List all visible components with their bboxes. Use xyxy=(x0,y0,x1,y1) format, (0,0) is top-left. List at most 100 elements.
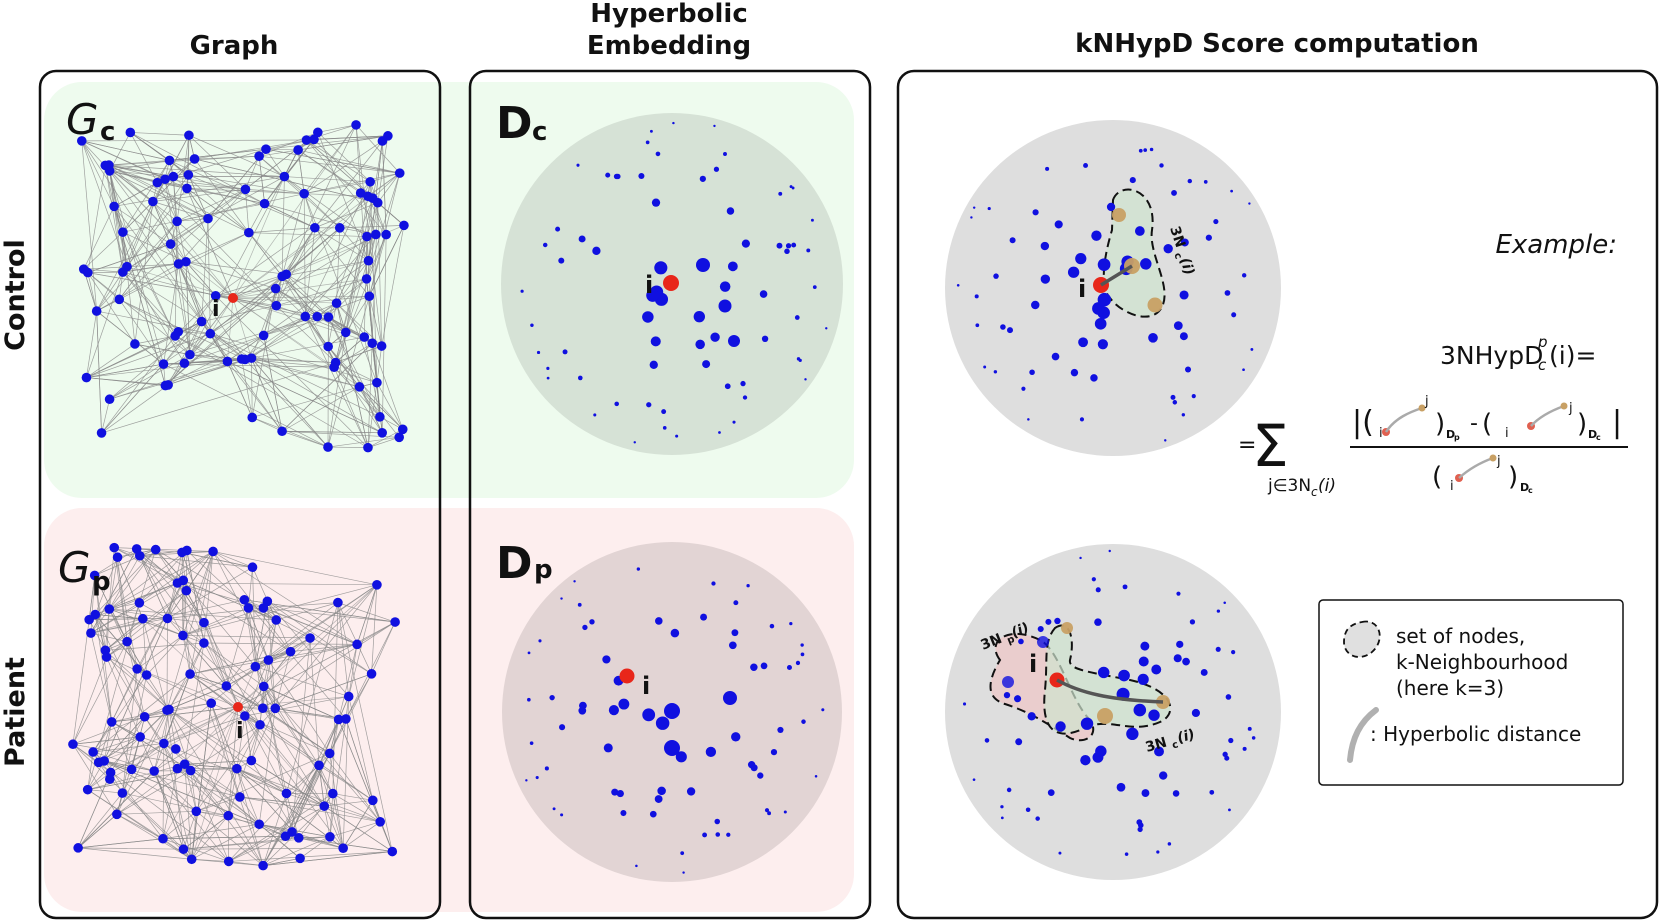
disk-node xyxy=(558,257,565,264)
graph-edge xyxy=(118,299,164,365)
dc-node-i-label: i xyxy=(645,271,653,299)
graph-edge xyxy=(103,618,168,762)
graph-node xyxy=(68,739,78,750)
disk-node xyxy=(699,175,706,182)
graph-edge xyxy=(366,202,379,237)
graph-edge xyxy=(139,549,157,603)
formula-lhs: 3NHypD p c (i)= xyxy=(1440,333,1596,374)
graph-node xyxy=(158,359,169,369)
graph-edge xyxy=(244,715,344,849)
disk-node xyxy=(726,207,735,215)
graph-node xyxy=(359,332,370,342)
graph-edge xyxy=(186,550,249,609)
graph-node xyxy=(341,714,351,724)
graph-edge xyxy=(182,635,264,866)
graph-edge xyxy=(276,602,339,621)
graph-edge xyxy=(185,261,276,289)
graph-node xyxy=(258,703,268,713)
graph-edge xyxy=(109,170,234,299)
graph-edge xyxy=(77,770,155,849)
graph-node xyxy=(309,134,319,145)
graph-edge xyxy=(275,673,372,709)
graph-edge xyxy=(226,607,249,687)
graph-edge xyxy=(94,614,145,717)
graph-edge xyxy=(239,796,260,825)
graph-node xyxy=(279,171,290,182)
graph-edge xyxy=(212,551,291,652)
num-dp: D xyxy=(1446,428,1455,441)
graph-edge xyxy=(370,172,400,183)
graph-edge xyxy=(191,703,212,860)
paren-close-2: ) xyxy=(1577,409,1587,439)
graph-edge xyxy=(90,618,143,634)
graph-edge xyxy=(113,206,171,245)
disk-node xyxy=(649,129,653,133)
graph-edge xyxy=(88,575,96,620)
graph-edge xyxy=(117,557,144,619)
graph-node xyxy=(375,817,385,827)
graph-node xyxy=(172,763,183,774)
graph-edge xyxy=(87,789,192,860)
disk-node xyxy=(1228,808,1231,812)
graph-edge xyxy=(368,225,405,297)
graph-edge xyxy=(111,721,141,738)
header-embedding-line2: Embedding xyxy=(587,31,751,61)
graph-edge xyxy=(232,260,369,299)
graph-node xyxy=(152,177,163,188)
graph-edge xyxy=(72,743,111,773)
disk-node xyxy=(1094,317,1107,330)
formula-sum-index-sub: c xyxy=(1311,485,1318,499)
graph-edge xyxy=(201,321,228,362)
graph-node xyxy=(340,327,351,338)
disk-node xyxy=(800,652,805,657)
disk-node xyxy=(559,724,566,731)
disk-node xyxy=(1154,746,1164,757)
graph-node xyxy=(258,330,269,341)
disk-node xyxy=(538,639,542,643)
disk-node xyxy=(578,706,587,715)
graph-edge xyxy=(303,140,383,194)
graph-edge xyxy=(139,551,214,557)
disk-node xyxy=(1137,822,1144,829)
graph-edge xyxy=(244,715,252,761)
graph-edge xyxy=(104,165,179,265)
disk-node xyxy=(825,327,828,330)
disk-node xyxy=(1054,617,1061,625)
disk-node xyxy=(1143,148,1148,152)
graph-node xyxy=(134,550,145,561)
graph-edge xyxy=(96,263,179,312)
disk-node xyxy=(1037,625,1044,633)
graph-edge xyxy=(163,357,252,365)
graph-edge xyxy=(186,188,234,299)
graph-edge xyxy=(109,608,168,619)
graph-edge xyxy=(251,708,276,761)
formula-equals: = xyxy=(1238,433,1256,458)
graph-edge xyxy=(184,760,252,765)
graph-edge xyxy=(213,551,377,586)
graph-edge xyxy=(251,358,283,432)
graph-edge xyxy=(367,428,403,448)
sp-neighbour xyxy=(1097,708,1113,724)
graph-edge xyxy=(248,232,283,277)
graph-edge xyxy=(194,139,315,160)
disk-node xyxy=(1054,220,1063,229)
graph-edge xyxy=(191,823,260,860)
graph-node xyxy=(148,196,158,207)
disk-node xyxy=(546,376,550,380)
graph-edge xyxy=(191,706,239,860)
graph-edge xyxy=(72,641,128,745)
graph-edge xyxy=(170,244,191,355)
graph-edge xyxy=(110,706,239,773)
disk-node xyxy=(1215,646,1221,652)
graph-edge xyxy=(236,724,261,769)
graph-edge xyxy=(382,140,387,235)
graph-edge xyxy=(210,276,283,335)
graph-edge xyxy=(163,715,245,744)
graph-edge xyxy=(251,357,360,388)
graph-edge xyxy=(166,702,212,711)
graph-edge xyxy=(87,272,136,345)
graph-edge xyxy=(239,796,381,823)
disk-node xyxy=(1097,666,1110,679)
graph-edge xyxy=(241,358,335,368)
graph-node xyxy=(313,127,323,138)
